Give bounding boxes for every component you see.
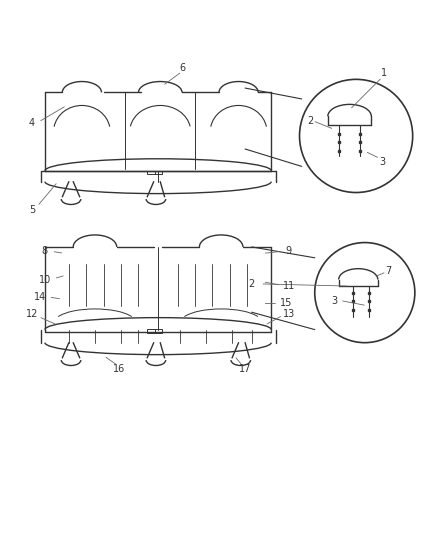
Text: 14: 14: [35, 292, 47, 302]
Text: 13: 13: [283, 309, 295, 319]
Bar: [155, 171, 162, 174]
Bar: [147, 171, 155, 174]
Text: 3: 3: [379, 157, 385, 167]
Text: 6: 6: [179, 63, 185, 74]
Text: 10: 10: [39, 274, 51, 285]
Text: 5: 5: [29, 205, 35, 215]
Text: 7: 7: [385, 266, 392, 276]
Text: 11: 11: [283, 281, 295, 291]
Text: 16: 16: [113, 364, 125, 374]
Text: 9: 9: [286, 246, 292, 256]
Text: 1: 1: [381, 68, 388, 78]
Text: 12: 12: [26, 309, 38, 319]
Text: 15: 15: [280, 298, 293, 309]
Text: 2: 2: [307, 116, 314, 126]
Text: 4: 4: [29, 118, 35, 128]
Bar: [155, 329, 162, 333]
Text: 8: 8: [42, 246, 48, 256]
Bar: [147, 329, 155, 333]
Text: 2: 2: [248, 279, 255, 289]
Text: 3: 3: [331, 296, 337, 306]
Text: 17: 17: [239, 364, 251, 374]
